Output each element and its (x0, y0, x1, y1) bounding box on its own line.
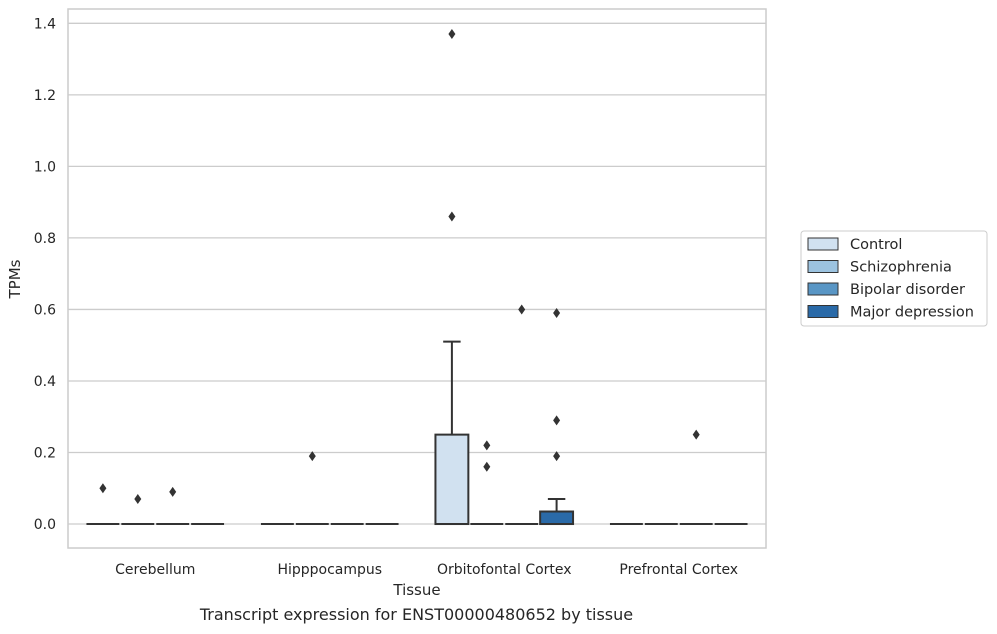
x-tick-label: Hipppocampus (277, 562, 382, 578)
x-tick-label: Cerebellum (115, 562, 195, 578)
y-tick-label: 1.2 (34, 88, 56, 104)
outlier-point (483, 461, 491, 472)
outlier-point (553, 415, 561, 426)
x-tick-label: Orbitofontal Cortex (437, 562, 572, 578)
outlier-point (134, 494, 142, 504)
outlier-point (553, 308, 561, 319)
y-tick-labels: 0.0 0.2 0.4 0.6 0.8 1.0 1.2 1.4 (34, 16, 56, 533)
legend-label: Bipolar disorder (850, 282, 965, 298)
boxes-layer (86, 340, 748, 526)
legend-label: Control (850, 237, 902, 253)
outliers-layer (99, 29, 700, 504)
outlier-point (99, 483, 107, 494)
legend-label: Schizophrenia (850, 260, 952, 276)
x-tick-labels: Cerebellum Hipppocampus Orbitofontal Corte… (115, 562, 738, 578)
outlier-point (692, 429, 700, 440)
plot-frame (67, 8, 767, 549)
y-tick-label: 0.4 (34, 374, 56, 390)
outlier-point (308, 451, 316, 462)
x-axis-label: Tissue (392, 581, 440, 599)
y-tick-label: 0.2 (34, 446, 56, 462)
outlier-point (448, 29, 456, 40)
y-axis-label: TPMs (6, 259, 24, 299)
legend-swatch (807, 260, 839, 273)
y-tick-label: 1.0 (34, 159, 56, 175)
outlier-point (518, 304, 526, 315)
x-tick-label: Prefrontal Cortex (619, 562, 738, 578)
box (539, 510, 575, 526)
legend-swatch (807, 305, 839, 318)
outlier-point (448, 211, 456, 222)
box (434, 433, 470, 526)
outlier-point (483, 440, 491, 451)
grid-lines (68, 22, 766, 525)
y-tick-label: 0.8 (34, 231, 56, 247)
legend-swatch (807, 282, 839, 296)
legend-swatch (807, 237, 839, 251)
y-tick-label: 0.6 (34, 302, 56, 318)
legend-label: Major depression (850, 305, 974, 321)
y-tick-label: 0.0 (34, 517, 56, 533)
figure-caption: Transcript expression for ENST0000048065… (199, 605, 634, 624)
outlier-point (553, 451, 561, 462)
outlier-point (169, 486, 177, 497)
legend: Control Schizophrenia Bipolar disorder Majo… (800, 230, 988, 327)
y-tick-label: 1.4 (34, 16, 56, 32)
legend-frame (800, 230, 988, 327)
